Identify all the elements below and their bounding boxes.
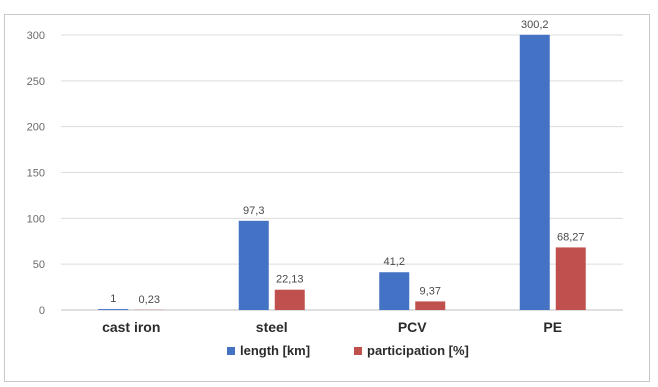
category-label: steel [256, 319, 288, 335]
data-label: 68,27 [557, 231, 585, 243]
legend-swatch [227, 347, 235, 355]
category-label: cast iron [102, 319, 160, 335]
data-label: 22,13 [276, 274, 304, 286]
y-tick-label: 0 [39, 305, 45, 317]
data-label: 97,3 [243, 205, 264, 217]
y-tick-label: 100 [27, 213, 45, 225]
bar-length [379, 272, 410, 310]
y-tick-label: 200 [27, 122, 45, 134]
legend-swatch [354, 347, 362, 355]
category-label: PE [543, 319, 562, 335]
chart-frame: 0 50 100 150 200 250 300 1 0,23 97,3 22,13 41,2 9,3… [4, 14, 650, 382]
bar-length [519, 34, 550, 311]
data-label: 1 [110, 293, 116, 305]
bar-participation [274, 289, 305, 310]
data-label: 9,37 [420, 285, 441, 297]
legend-label: participation [%] [367, 343, 469, 358]
data-label: 300,2 [521, 19, 549, 31]
bar-participation [415, 301, 446, 310]
y-tick-label: 150 [27, 168, 45, 180]
legend-label: length [km] [240, 343, 310, 358]
bar-chart: 0 50 100 150 200 250 300 1 0,23 97,3 22,13 41,2 9,3… [27, 19, 623, 358]
bar-length [238, 220, 269, 310]
data-label: 41,2 [384, 256, 405, 268]
y-tick-label: 250 [27, 76, 45, 88]
caption-fragment [0, 0, 658, 14]
category-label: PCV [398, 319, 427, 335]
bar-length [98, 309, 129, 310]
y-tick-label: 300 [27, 30, 45, 42]
data-label: 0,23 [139, 294, 160, 306]
bar-participation [555, 247, 586, 310]
y-tick-label: 50 [33, 259, 45, 271]
